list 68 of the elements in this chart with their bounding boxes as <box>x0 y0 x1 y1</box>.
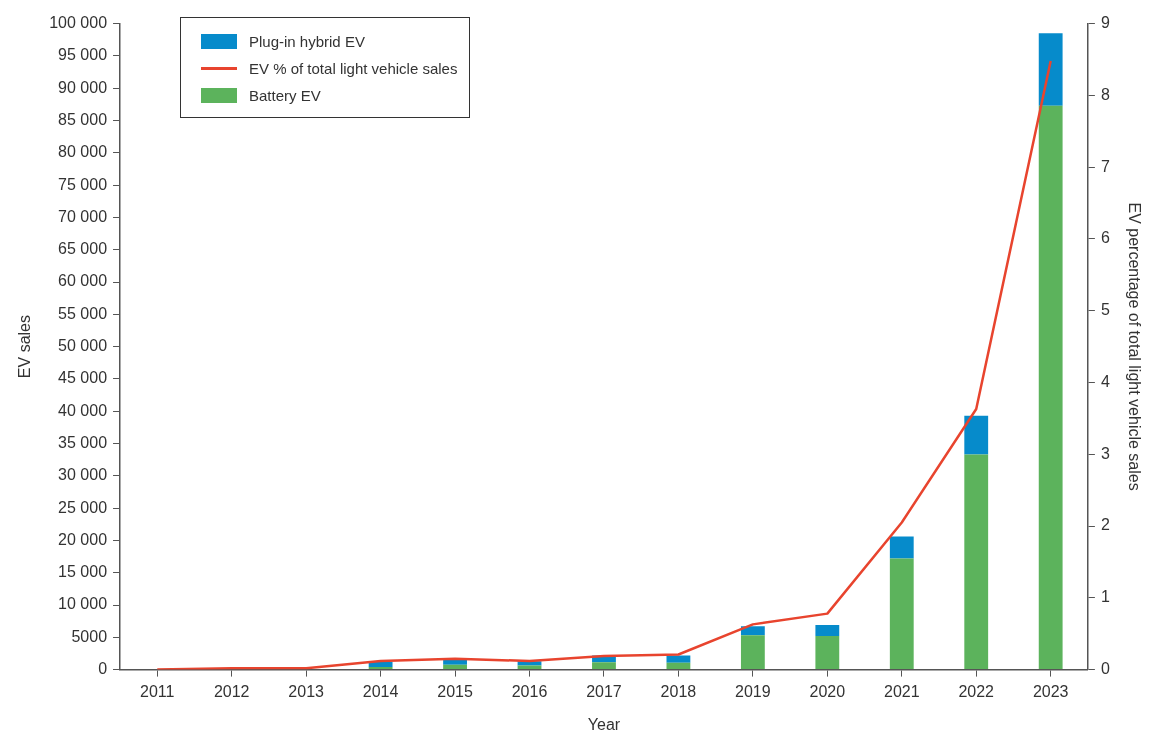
bar <box>666 655 691 663</box>
y-tick-label: 90 000 <box>58 78 108 96</box>
legend-label: EV % of total light vehicle sales <box>249 60 458 77</box>
x-tick-label: 2012 <box>213 682 250 700</box>
bar <box>964 454 989 670</box>
y-axis-title: EV sales <box>16 315 34 379</box>
y2-tick-label: 4 <box>1100 372 1110 390</box>
bar <box>964 415 989 455</box>
bar <box>517 665 542 670</box>
y-tick-label: 30 000 <box>58 466 108 484</box>
bar <box>740 635 765 670</box>
bar <box>815 636 840 670</box>
bar <box>740 626 765 636</box>
y2-tick-label: 5 <box>1100 301 1110 319</box>
y-tick-label: 20 000 <box>58 530 108 548</box>
y-tick-label: 25 000 <box>58 498 108 516</box>
y-tick-label: 35 000 <box>58 433 108 451</box>
y-tick-label: 80 000 <box>58 143 108 161</box>
y2-tick-label: 7 <box>1100 157 1110 175</box>
x-tick-label: 2018 <box>660 682 697 700</box>
y2-tick-label: 0 <box>1100 660 1110 678</box>
y-tick-label: 15 000 <box>58 563 108 581</box>
x-tick-label: 2020 <box>809 682 846 700</box>
bar <box>1038 33 1063 106</box>
bar <box>368 667 393 670</box>
y-tick-label: 75 000 <box>58 175 108 193</box>
legend-label: Battery EV <box>249 87 321 104</box>
bar <box>889 536 914 559</box>
y-tick-label: 55 000 <box>58 304 108 322</box>
bar <box>443 659 467 665</box>
x-tick-label: 2019 <box>735 682 771 700</box>
y-tick-label: 65 000 <box>58 240 108 258</box>
bar <box>666 662 691 670</box>
x-tick-label: 2021 <box>883 682 920 700</box>
y-tick-label: 85 000 <box>58 110 108 128</box>
y2-tick-label: 8 <box>1100 85 1110 103</box>
y-tick-label: 5000 <box>71 627 108 645</box>
y-tick-label: 100 000 <box>49 14 108 32</box>
y-tick-label: 0 <box>98 660 108 678</box>
x-axis-title: Year <box>587 715 621 733</box>
y2-tick-label: 1 <box>1100 588 1110 606</box>
y-tick-label: 10 000 <box>58 595 108 613</box>
legend-label: Plug-in hybrid EV <box>249 33 365 50</box>
x-tick-label: 2015 <box>437 682 473 700</box>
x-tick-label: 2013 <box>288 682 325 700</box>
bar <box>889 558 914 670</box>
bar <box>592 662 616 670</box>
y2-axis-title: EV percentage of total light vehicle sales <box>1125 202 1143 491</box>
y-tick-label: 60 000 <box>58 272 108 290</box>
x-tick-label: 2022 <box>958 682 995 700</box>
bar <box>368 661 393 668</box>
y-tick-label: 70 000 <box>58 207 108 225</box>
x-tick-label: 2014 <box>362 682 399 700</box>
y-tick-label: 95 000 <box>58 46 108 64</box>
y-tick-label: 45 000 <box>58 369 108 387</box>
y2-tick-label: 9 <box>1100 14 1110 32</box>
bar <box>443 664 467 670</box>
y2-tick-label: 6 <box>1100 229 1110 247</box>
x-tick-label: 2011 <box>140 682 175 700</box>
x-tick-label: 2017 <box>586 682 622 700</box>
y2-tick-label: 3 <box>1100 444 1110 462</box>
x-tick-label: 2023 <box>1032 682 1069 700</box>
x-tick-label: 2016 <box>511 682 548 700</box>
y2-tick-label: 2 <box>1100 516 1110 534</box>
y-tick-label: 50 000 <box>58 337 108 355</box>
bar <box>1038 105 1063 670</box>
y-tick-label: 40 000 <box>58 401 108 419</box>
bar <box>815 625 840 637</box>
